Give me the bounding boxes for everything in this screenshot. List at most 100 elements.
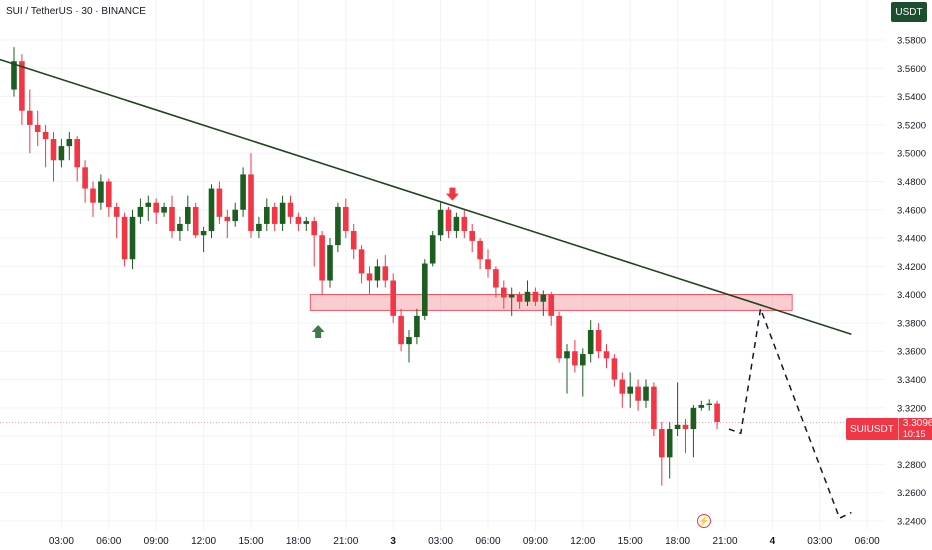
candle-body [319, 235, 325, 281]
x-tick-label: 03:00 [807, 536, 832, 547]
candle-body [437, 209, 444, 236]
candle-body [580, 354, 586, 366]
candle-body [682, 424, 689, 430]
candle-body [532, 291, 539, 302]
x-tick-label: 06:00 [96, 536, 121, 547]
y-tick-label: 3.5000 [897, 149, 926, 160]
y-tick-label: 3.5200 [897, 120, 926, 131]
y-tick-label: 3.4200 [897, 262, 926, 273]
candle-body [524, 291, 531, 302]
candle-body [398, 315, 404, 345]
candle-body [358, 249, 365, 274]
candle-body [461, 216, 468, 231]
candle-body [303, 221, 310, 224]
candle-body [248, 174, 254, 231]
y-tick-label: 3.4000 [897, 290, 926, 301]
x-tick-label: 12:00 [570, 536, 595, 547]
candle-body [113, 206, 120, 217]
y-tick-label: 3.2800 [897, 460, 926, 471]
candle-body [11, 61, 17, 90]
x-tick-label: 15:00 [238, 536, 263, 547]
candle-body [295, 216, 302, 224]
candle-body [50, 139, 57, 161]
x-tick-label: 21:00 [333, 536, 358, 547]
candle-body [429, 235, 436, 264]
trendline[interactable] [0, 51, 852, 336]
y-tick-label: 3.2400 [897, 517, 926, 528]
lightning-icon[interactable]: ⚡ [697, 514, 711, 528]
candle-body [279, 202, 286, 224]
currency-badge[interactable]: USDT [891, 2, 927, 22]
candle-body [192, 206, 199, 236]
candle-body [58, 146, 65, 161]
x-tick-label: 06:00 [855, 536, 880, 547]
price-tag-countdown: 10:15 [902, 429, 926, 439]
candle-body [366, 273, 373, 281]
candle-body [374, 266, 381, 281]
candle-body [493, 269, 499, 288]
candle-body [27, 110, 33, 125]
x-tick-label: 4 [770, 536, 776, 547]
y-tick-label: 3.4600 [897, 205, 926, 216]
candlesticks [11, 47, 720, 486]
candle-body [106, 181, 112, 207]
x-tick-label: 06:00 [475, 536, 500, 547]
candle-body [674, 424, 681, 430]
chart-title[interactable]: SUI / TetherUS · 30 · BINANCE [6, 6, 146, 17]
candle-body [516, 294, 523, 302]
candle-body [66, 139, 73, 147]
candle-body [90, 188, 96, 203]
candle-body [445, 209, 452, 231]
candle-body [311, 221, 317, 236]
candle-body [698, 404, 705, 408]
x-tick-label: 12:00 [191, 536, 216, 547]
x-tick-label: 21:00 [712, 536, 737, 547]
candle-body [74, 139, 80, 168]
projection-path[interactable] [728, 305, 852, 520]
y-tick-label: 3.5400 [897, 92, 926, 103]
candle-body [34, 124, 41, 132]
y-tick-label: 3.5800 [897, 36, 926, 47]
candle-body [232, 209, 238, 222]
candle-body [501, 287, 507, 298]
candle-body [121, 216, 128, 260]
candle-body [714, 403, 720, 422]
candle-body [603, 351, 610, 359]
candle-body [200, 230, 207, 236]
y-tick-label: 3.3600 [897, 347, 926, 358]
candle-body [137, 206, 144, 217]
candle-body [42, 131, 49, 140]
candle-body [422, 263, 428, 316]
x-tick-label: 09:00 [144, 536, 169, 547]
y-tick-label: 3.2600 [897, 488, 926, 499]
candle-body [264, 206, 270, 224]
y-tick-label: 3.3800 [897, 318, 926, 329]
x-tick-label: 18:00 [286, 536, 311, 547]
candle-body [271, 206, 278, 224]
trendline-line [0, 58, 852, 336]
x-axis[interactable]: 203:0006:0009:0012:0015:0018:0021:00303:… [0, 536, 880, 547]
candle-body [706, 403, 712, 405]
y-tick-label: 3.3400 [897, 375, 926, 386]
y-axis[interactable]: 3.5800 3.5600 3.5400 3.5200 3.5000 3.4800 3.46… [897, 36, 926, 528]
x-tick-label: 18:00 [665, 536, 690, 547]
candle-body [414, 315, 420, 338]
candle-body [548, 294, 554, 316]
candle-body [643, 386, 649, 401]
x-tick-label: 3 [390, 536, 396, 547]
candle-body [145, 202, 152, 207]
arrow-down-icon [445, 187, 459, 201]
current-price-tag: SUIUSDT 3.3096 10:15 [846, 418, 932, 440]
candle-body [635, 386, 641, 401]
candle-body [572, 351, 578, 366]
candle-body [627, 386, 633, 394]
candle-body [224, 216, 231, 222]
candle-body [153, 202, 159, 213]
candle-body [390, 280, 396, 316]
price-tag-symbol: SUIUSDT [846, 418, 899, 440]
candle-body [161, 206, 167, 213]
x-tick-label: 15:00 [618, 536, 643, 547]
candle-body [185, 206, 191, 224]
arrow-up-icon [311, 325, 325, 339]
